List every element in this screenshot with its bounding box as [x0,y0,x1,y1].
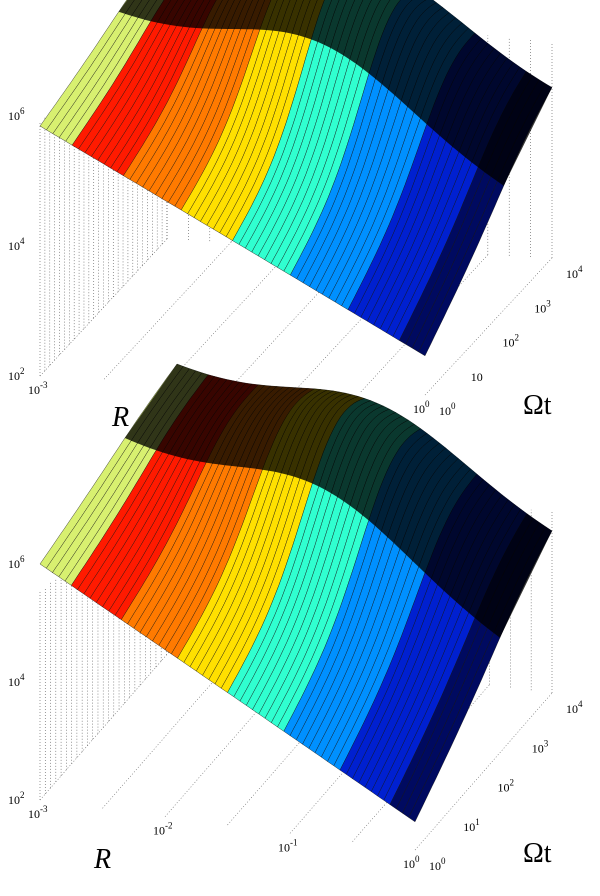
x-tick-label: 10-1 [278,837,298,854]
y-tick-label: 100 [429,856,446,873]
surface-mesh [39,0,553,357]
z-tick-label: 104 [8,236,25,253]
x-tick-label: 100 [413,399,430,416]
surface-dark-region [124,364,553,638]
x-tick-label: 10-3 [28,380,48,397]
y-tick-label: 104 [566,699,583,716]
surface-plot-bottom: 102 104 106 10-3 10-2 10-1 100 R 100 101 102 103 104… [8,363,583,875]
z-tick-label: 102 [8,790,25,807]
y-axis: 100 10 102 103 104 Ωt [439,264,583,421]
surface-dark-region [118,0,552,186]
z-tick-label: 104 [8,672,25,689]
y-axis-label: Ωt [523,838,552,869]
z-axis: 102 104 106 [8,106,25,383]
z-tick-label: 106 [8,554,25,571]
x-axis-label: R [111,402,129,433]
x-axis: 10-3 10-2 10-1 100 R [28,804,420,875]
y-tick-label: 102 [498,778,515,795]
y-tick-label: 103 [532,738,549,755]
x-tick-label: 10-2 [153,821,173,838]
y-axis-label: Ωt [523,390,552,421]
z-axis: 102 104 106 [8,554,25,807]
y-tick-label: 104 [566,264,583,281]
z-tick-label: 102 [8,366,25,383]
y-tick-label: 100 [439,401,456,418]
surface-mesh [39,363,553,823]
x-axis-label: R [93,844,111,875]
x-tick-label: 100 [403,854,420,871]
y-tick-label: 10 [471,370,483,384]
y-tick-label: 101 [463,817,480,834]
surface-plot-top: 10210410610-310-210-1100R10010102103104Ω… [8,0,583,433]
z-tick-label: 106 [8,106,25,123]
y-tick-label: 102 [503,333,520,350]
x-tick-label: 10-3 [28,804,48,821]
y-tick-label: 103 [534,298,551,315]
